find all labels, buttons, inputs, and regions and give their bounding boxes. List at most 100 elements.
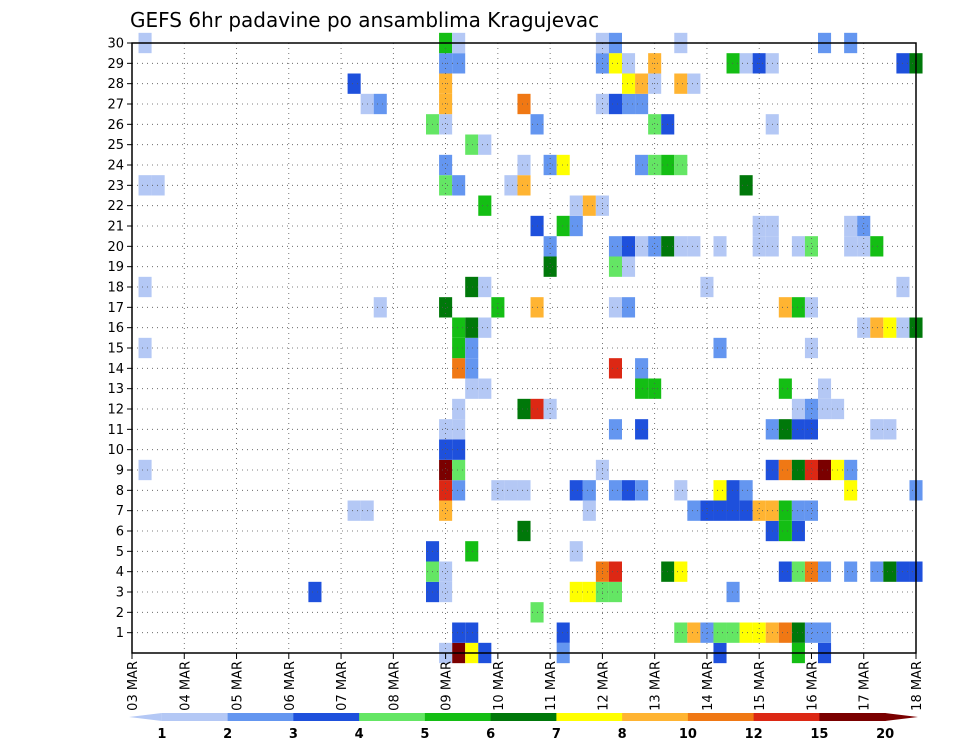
- heatmap-cell: [517, 480, 531, 501]
- heatmap-cell: [648, 114, 662, 135]
- y-tick-label: 18: [107, 281, 124, 296]
- heatmap-cell: [883, 419, 897, 440]
- heatmap-cell: [465, 276, 479, 298]
- chart-title: GEFS 6hr padavine po ansamblima Kragujev…: [130, 8, 599, 32]
- heatmap-cell: [478, 378, 492, 399]
- colorbar-label: 10: [679, 727, 697, 742]
- heatmap-cell: [569, 195, 583, 216]
- heatmap-cell: [700, 500, 714, 521]
- x-tick-label: 12 MAR: [596, 661, 611, 711]
- heatmap-cell: [739, 175, 753, 196]
- heatmap-cell: [726, 622, 740, 643]
- heatmap-cell: [608, 480, 622, 501]
- y-tick-label: 14: [107, 362, 124, 377]
- y-tick-label: 28: [107, 77, 124, 92]
- colorbar-swatch: [622, 713, 689, 721]
- heatmap-cell: [818, 459, 832, 481]
- colorbar-label: 1: [157, 727, 166, 742]
- heatmap-cell: [373, 297, 387, 318]
- heatmap-cell: [439, 114, 453, 135]
- heatmap-cell: [791, 236, 805, 257]
- x-tick-label: 13 MAR: [649, 661, 664, 711]
- heatmap-cell: [478, 134, 492, 155]
- x-tick-label: 14 MAR: [701, 661, 716, 711]
- y-tick-label: 17: [107, 301, 124, 316]
- heatmap-cell: [504, 175, 518, 196]
- heatmap-cell: [622, 73, 636, 94]
- heatmap-cell: [752, 215, 766, 237]
- heatmap-cell: [791, 398, 805, 420]
- heatmap-cell: [465, 622, 479, 643]
- heatmap-cell: [713, 480, 727, 501]
- heatmap-cell: [778, 561, 792, 582]
- y-tick-label: 4: [116, 565, 124, 580]
- colorbar-swatch: [359, 713, 426, 721]
- colorbar-swatch: [687, 713, 755, 721]
- heatmap-cell: [452, 439, 466, 460]
- heatmap-cell: [791, 561, 805, 582]
- colorbar-legend: 1 2 3 4 5 6 7 8 10 12 15 20: [129, 713, 918, 742]
- heatmap-cell: [791, 419, 805, 440]
- heatmap-cell: [778, 297, 792, 318]
- heatmap-cell: [726, 581, 740, 603]
- y-tick-label: 6: [116, 525, 124, 540]
- heatmap-cell: [687, 500, 701, 521]
- heatmap-cells: [138, 32, 923, 664]
- heatmap-cell: [138, 276, 152, 298]
- heatmap-cell: [791, 500, 805, 521]
- heatmap-cell: [804, 561, 818, 582]
- heatmap-cell: [608, 93, 622, 115]
- heatmap-cell: [465, 378, 479, 399]
- heatmap-cell: [543, 154, 557, 176]
- heatmap-cell: [752, 622, 766, 643]
- heatmap-cell: [347, 500, 361, 521]
- colorbar-label: 4: [355, 727, 364, 742]
- heatmap-cell: [844, 215, 858, 237]
- heatmap-cell: [713, 337, 727, 359]
- colorbar-swatch: [753, 713, 820, 721]
- heatmap-cell: [452, 358, 466, 379]
- heatmap-cell: [752, 236, 766, 257]
- y-tick-label: 7: [116, 504, 124, 519]
- y-tick-label: 20: [107, 240, 124, 255]
- heatmap-cell: [752, 500, 766, 521]
- heatmap-cell: [635, 73, 649, 94]
- colorbar-label: 12: [745, 727, 763, 742]
- y-tick-label: 10: [107, 443, 124, 458]
- heatmap-cell: [622, 93, 636, 115]
- heatmap-cell: [883, 317, 897, 338]
- colorbar-swatch: [227, 713, 294, 721]
- heatmap-cell: [674, 236, 688, 257]
- heatmap-cell: [713, 622, 727, 643]
- colorbar-swatch: [161, 713, 229, 721]
- heatmap-cell: [648, 236, 662, 257]
- heatmap-cell: [778, 520, 792, 542]
- x-tick-label: 08 MAR: [387, 661, 402, 711]
- y-tick-label: 15: [107, 342, 124, 357]
- x-tick-label: 03 MAR: [126, 661, 141, 711]
- heatmap-cell: [452, 53, 466, 74]
- heatmap-cell: [687, 73, 701, 94]
- y-tick-label: 2: [116, 606, 124, 621]
- heatmap-cell: [622, 256, 636, 277]
- colorbar-swatch: [424, 713, 492, 721]
- heatmap-cell: [608, 236, 622, 257]
- heatmap-cell: [687, 622, 701, 643]
- grid-lines: [132, 42, 916, 653]
- heatmap-cell: [726, 480, 740, 501]
- y-tick-label: 21: [107, 220, 124, 235]
- heatmap-cell: [804, 236, 818, 257]
- heatmap-cell: [556, 622, 570, 643]
- heatmap-cell: [778, 419, 792, 440]
- heatmap-cell: [844, 459, 858, 481]
- heatmap-cell: [478, 276, 492, 298]
- x-tick-label: 11 MAR: [544, 661, 559, 711]
- heatmap-cell: [622, 297, 636, 318]
- heatmap-cell: [778, 378, 792, 399]
- heatmap-cell: [739, 53, 753, 74]
- colorbar-label: 2: [223, 727, 232, 742]
- x-tick-label: 10 MAR: [492, 661, 507, 711]
- x-tick-label: 05 MAR: [231, 661, 246, 711]
- heatmap-cell: [452, 622, 466, 643]
- y-tick-label: 27: [107, 98, 124, 113]
